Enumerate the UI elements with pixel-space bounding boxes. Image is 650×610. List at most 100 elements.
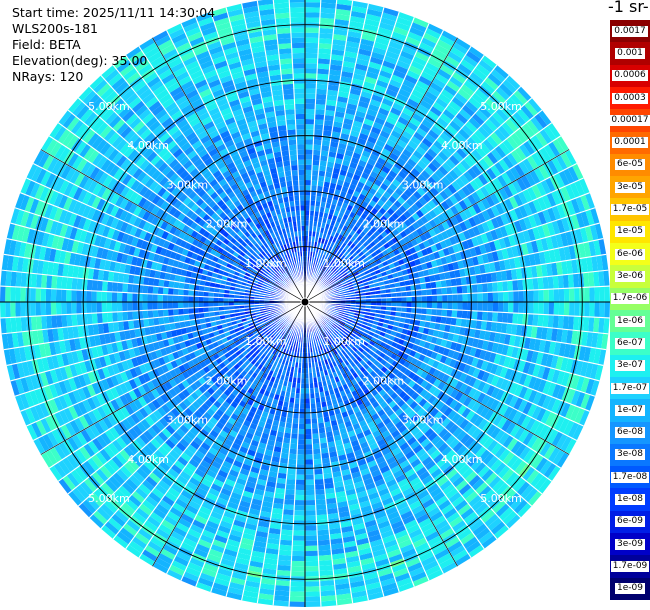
- ppi-bin: [406, 121, 419, 132]
- ppi-bin: [486, 311, 493, 322]
- ppi-bin: [305, 129, 315, 135]
- ppi-bin: [498, 354, 507, 367]
- ppi-bin: [337, 275, 344, 280]
- ppi-bin: [453, 191, 463, 203]
- ppi-bin: [359, 237, 367, 245]
- ppi-bin: [401, 107, 415, 118]
- ppi-bin: [403, 162, 414, 172]
- ppi-bin: [292, 540, 305, 546]
- ppi-bin: [340, 279, 346, 284]
- ppi-bin: [471, 255, 480, 267]
- ppi-bin: [480, 320, 487, 331]
- ppi-bin: [446, 309, 453, 318]
- ppi-bin: [500, 270, 508, 282]
- ppi-bin: [517, 231, 526, 245]
- ppi-bin: [540, 179, 552, 195]
- ppi-bin: [415, 127, 428, 138]
- ppi-bin: [440, 338, 448, 348]
- ppi-bin: [437, 93, 452, 105]
- ppi-bin: [409, 336, 417, 344]
- ppi-bin: [350, 257, 357, 264]
- ppi-bin: [498, 142, 511, 156]
- ppi-bin: [563, 288, 570, 302]
- ppi-bin: [393, 277, 400, 283]
- ppi-bin: [305, 418, 312, 424]
- ppi-bin: [388, 78, 403, 89]
- ppi-bin: [522, 278, 529, 291]
- ppi-bin: [594, 364, 604, 381]
- ppi-bin: [448, 154, 460, 166]
- ppi-bin: [365, 302, 372, 306]
- ppi-bin: [457, 63, 473, 76]
- ppi-bin: [528, 337, 536, 351]
- ppi-bin: [350, 178, 359, 186]
- ppi-bin: [493, 353, 502, 365]
- ppi-bin: [580, 393, 591, 410]
- ppi-bin: [482, 138, 495, 152]
- ppi-bin: [314, 483, 325, 490]
- ppi-bin: [412, 55, 428, 67]
- ppi-bin: [481, 209, 491, 222]
- ppi-bin: [378, 69, 393, 79]
- ppi-bin: [365, 71, 379, 80]
- ppi-bin: [474, 348, 482, 359]
- ppi-bin: [305, 571, 320, 577]
- ppi-bin: [517, 359, 526, 373]
- ppi-bin: [454, 251, 463, 262]
- ppi-bin: [347, 98, 359, 106]
- ppi-bin: [440, 230, 449, 240]
- ppi-bin: [463, 207, 473, 219]
- ppi-bin: [305, 12, 321, 18]
- ppi-bin: [332, 249, 339, 256]
- ppi-bin: [481, 55, 497, 69]
- ppi-bin: [429, 321, 436, 330]
- ppi-bin: [305, 469, 315, 475]
- ppi-bin: [484, 330, 491, 342]
- ppi-bin: [381, 125, 393, 135]
- ppi-bin: [593, 239, 602, 256]
- ppi-bin: [473, 129, 487, 143]
- ppi-bin: [349, 130, 360, 138]
- ppi-bin: [451, 135, 464, 148]
- ppi-bin: [305, 78, 317, 84]
- ppi-bin: [426, 23, 444, 35]
- ppi-bin: [557, 315, 564, 330]
- ppi-bin: [379, 182, 389, 191]
- ppi-bin: [365, 13, 382, 23]
- ppi-bin: [305, 210, 310, 216]
- ppi-bin: [407, 31, 423, 42]
- ppi-bin: [424, 90, 438, 102]
- ppi-bin: [532, 226, 541, 241]
- ppi-bin: [533, 302, 539, 315]
- ppi-bin: [437, 213, 446, 224]
- ppi-bin: [572, 163, 584, 181]
- ppi-bin: [396, 139, 408, 149]
- ppi-bin: [372, 121, 384, 131]
- ppi-bin: [462, 302, 468, 311]
- ppi-bin: [537, 378, 547, 394]
- ppi-bin: [376, 298, 382, 302]
- ppi-bin: [305, 144, 314, 150]
- ppi-bin: [531, 134, 544, 150]
- ppi-bin: [427, 267, 435, 276]
- ppi-bin: [464, 100, 479, 114]
- ppi-bin: [545, 236, 554, 251]
- ppi-bin: [407, 184, 417, 195]
- ppi-bin: [601, 254, 609, 271]
- ppi-bin: [454, 37, 472, 51]
- ppi-bin: [572, 273, 580, 288]
- ppi-bin: [344, 258, 351, 265]
- ppi-bin: [475, 109, 489, 123]
- ppi-bin: [416, 332, 423, 340]
- ppi-bin: [460, 84, 475, 97]
- ppi-bin: [357, 250, 365, 258]
- ppi-bin: [310, 185, 318, 191]
- ppi-bin: [471, 356, 480, 368]
- ppi-bin: [447, 51, 463, 64]
- ppi-bin: [305, 601, 321, 607]
- ppi-bin: [371, 183, 380, 192]
- ppi-bin: [372, 46, 387, 56]
- ppi-bin: [479, 263, 486, 275]
- ppi-bin: [467, 302, 473, 311]
- ppi-bin: [351, 320, 358, 325]
